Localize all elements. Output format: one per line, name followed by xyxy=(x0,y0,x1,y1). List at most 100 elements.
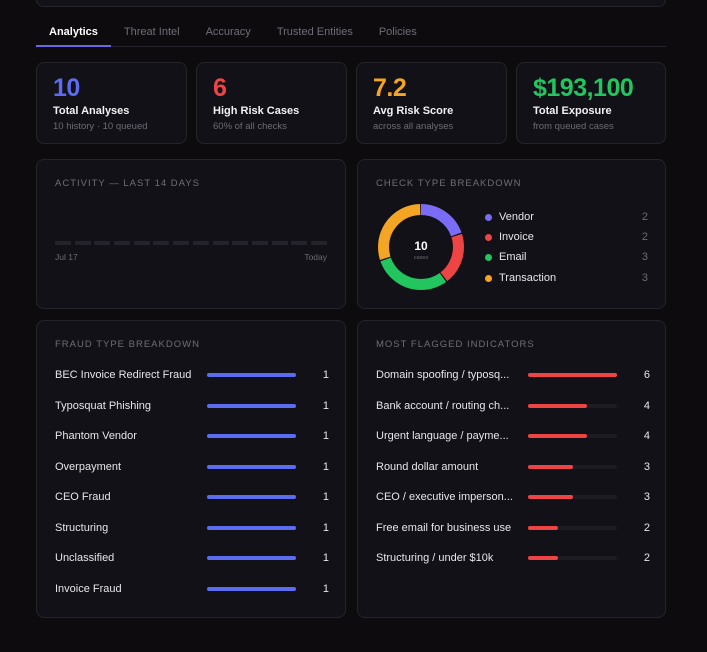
stat-card-total-exposure: $193,100 Total Exposure from queued case… xyxy=(516,62,666,144)
tab-trusted-entities[interactable]: Trusted Entities xyxy=(276,26,353,38)
bar-track xyxy=(207,495,296,499)
bar-track xyxy=(207,373,296,377)
activity-day-bar xyxy=(153,241,170,245)
activity-day-bar xyxy=(212,241,229,245)
bar-row: Invoice Fraud 1 xyxy=(55,583,329,597)
tab-policies[interactable]: Policies xyxy=(378,26,417,38)
bar-row: Typosquat Phishing 1 xyxy=(55,400,329,414)
activity-day-bar xyxy=(311,241,327,245)
bar-fill xyxy=(528,434,588,438)
bar-fill xyxy=(207,556,296,560)
bar-fill xyxy=(207,525,296,530)
bar-row-count: 4 xyxy=(643,430,650,442)
legend-item-vendor: Vendor 2 xyxy=(485,211,648,225)
bar-track xyxy=(528,373,617,377)
bar-row-count: 3 xyxy=(643,460,650,473)
stat-label: Avg Risk Score xyxy=(373,105,454,117)
flagged-indicators-card: MOST FLAGGED INDICATORS Domain spoofing … xyxy=(357,320,666,618)
check-type-title: CHECK TYPE BREAKDOWN xyxy=(376,178,522,189)
legend-dot xyxy=(485,234,492,241)
activity-day-bar xyxy=(232,241,249,245)
bar-row: Urgent language / payme... 4 xyxy=(376,430,650,444)
bar-row-count: 1 xyxy=(322,399,329,412)
bar-row-label: Invoice Fraud xyxy=(55,582,122,595)
bar-fill xyxy=(528,525,558,530)
bar-row-label: Bank account / routing ch... xyxy=(376,399,510,412)
legend-item-transaction: Transaction 3 xyxy=(485,272,648,286)
top-panel-edge xyxy=(36,0,666,7)
stat-card-high-risk: 6 High Risk Cases 60% of all checks xyxy=(196,62,347,144)
tab-threat-intel[interactable]: Threat Intel xyxy=(123,26,180,38)
bar-row-count: 1 xyxy=(322,369,329,381)
activity-day-bar xyxy=(55,241,71,245)
legend-count: 3 xyxy=(641,251,648,263)
bar-row-label: Overpayment xyxy=(55,460,122,473)
bar-fill xyxy=(207,464,296,469)
tab-analytics[interactable]: Analytics xyxy=(36,18,111,47)
bar-row: Structuring 1 xyxy=(55,522,329,536)
bar-track xyxy=(528,525,617,530)
bar-row-count: 1 xyxy=(322,552,329,564)
fraud-type-title: FRAUD TYPE BREAKDOWN xyxy=(55,339,200,350)
activity-day-bar xyxy=(94,241,111,245)
fraud-type-card: FRAUD TYPE BREAKDOWN BEC Invoice Redirec… xyxy=(36,320,346,618)
donut-slice-transaction xyxy=(378,204,464,290)
stat-card-total-analyses: 10 Total Analyses 10 history · 10 queued xyxy=(36,62,187,144)
legend-dot xyxy=(485,214,492,221)
bar-row-count: 3 xyxy=(643,491,650,503)
stat-label: Total Analyses xyxy=(53,105,130,117)
bar-row-count: 4 xyxy=(643,399,650,412)
bar-row-label: Unclassified xyxy=(55,552,115,564)
legend-label: Invoice xyxy=(499,231,534,243)
donut-slice-invoice xyxy=(378,204,464,290)
bar-row: Phantom Vendor 1 xyxy=(55,430,329,444)
stat-sub: 60% of all checks xyxy=(213,121,287,132)
bar-fill xyxy=(207,495,296,499)
donut-center-label: cases xyxy=(414,255,429,261)
donut-slice-email xyxy=(378,204,464,290)
bar-row: CEO / executive imperson... 3 xyxy=(376,491,650,505)
legend-dot xyxy=(485,254,492,261)
bar-row-label: CEO / executive imperson... xyxy=(376,491,513,503)
stat-value: $193,100 xyxy=(533,74,634,102)
bar-track xyxy=(207,403,296,408)
activity-title: ACTIVITY — LAST 14 DAYS xyxy=(55,178,200,189)
bar-row-label: BEC Invoice Redirect Fraud xyxy=(55,369,192,381)
bar-row-count: 2 xyxy=(643,552,650,564)
bar-track xyxy=(207,586,296,591)
bar-row-count: 2 xyxy=(643,521,650,534)
legend-label: Vendor xyxy=(499,211,534,223)
legend-count: 2 xyxy=(641,211,648,223)
stat-label: Total Exposure xyxy=(533,105,612,117)
activity-day-bar xyxy=(291,241,308,245)
bar-track xyxy=(528,556,617,560)
bar-row-label: Domain spoofing / typosq... xyxy=(376,369,510,381)
bar-fill xyxy=(207,373,296,377)
bar-row-label: Structuring xyxy=(55,521,109,534)
bar-fill xyxy=(207,586,296,591)
activity-end-label: Today xyxy=(304,252,327,262)
tab-accuracy[interactable]: Accuracy xyxy=(205,26,251,38)
legend-item-invoice: Invoice 2 xyxy=(485,231,648,245)
bar-row-label: Urgent language / payme... xyxy=(376,430,509,442)
stat-sub: across all analyses xyxy=(373,121,454,132)
activity-day-bar xyxy=(271,241,288,245)
bar-track xyxy=(207,464,296,469)
bar-track xyxy=(528,495,617,499)
bar-track xyxy=(207,525,296,530)
bar-row: Overpayment 1 xyxy=(55,461,329,475)
bar-row: Round dollar amount 3 xyxy=(376,461,650,475)
bar-row: CEO Fraud 1 xyxy=(55,491,329,505)
bar-row-count: 1 xyxy=(322,521,329,534)
stat-label: High Risk Cases xyxy=(213,105,300,117)
bar-row-count: 1 xyxy=(322,430,329,442)
legend-count: 3 xyxy=(641,272,648,284)
bar-row: BEC Invoice Redirect Fraud 1 xyxy=(55,369,329,383)
legend-item-email: Email 3 xyxy=(485,251,648,265)
bar-row-count: 1 xyxy=(322,582,329,595)
check-type-card: CHECK TYPE BREAKDOWN 10 cases Vendor 2 I… xyxy=(357,159,666,309)
bar-fill xyxy=(528,403,588,408)
activity-day-bar xyxy=(173,241,190,245)
bar-row: Free email for business use 2 xyxy=(376,522,650,536)
stat-card-avg-risk: 7.2 Avg Risk Score across all analyses xyxy=(356,62,507,144)
